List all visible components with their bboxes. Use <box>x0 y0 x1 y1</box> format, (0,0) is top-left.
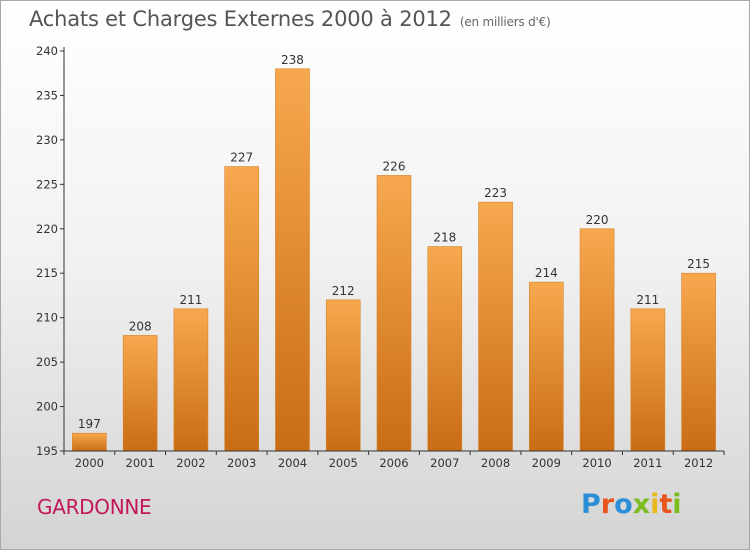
bar-2005 <box>325 299 361 452</box>
value-label-2012: 215 <box>687 257 710 271</box>
value-label-2007: 218 <box>433 231 456 245</box>
brand-letter: t <box>659 489 673 520</box>
brand-letter: i <box>650 489 660 520</box>
x-tick-label-2011: 2011 <box>633 456 662 470</box>
x-tick-label-2003: 2003 <box>227 456 256 470</box>
value-label-2008: 223 <box>484 186 507 200</box>
bar-2003 <box>224 166 259 452</box>
y-tick-label-240: 240 <box>36 44 58 58</box>
y-tick-label-205: 205 <box>36 355 58 369</box>
bar-2004 <box>275 68 310 452</box>
chart-title-text: Achats et Charges Externes 2000 à 2012 <box>29 7 452 31</box>
brand-letter: o <box>614 489 633 520</box>
place-name: GARDONNE <box>37 495 152 519</box>
bar-2007 <box>427 246 463 452</box>
bar-2000 <box>72 432 107 452</box>
value-label-2010: 220 <box>586 213 609 227</box>
x-tick-label-2012: 2012 <box>684 456 713 470</box>
bar-2011 <box>630 308 666 452</box>
y-tick-label-220: 220 <box>36 222 58 236</box>
chart-unit: (en milliers d'€) <box>459 15 551 29</box>
value-label-2005: 212 <box>332 284 355 298</box>
y-tick-label-215: 215 <box>36 266 58 280</box>
value-label-2002: 211 <box>179 293 202 307</box>
x-tick-label-2004: 2004 <box>278 456 307 470</box>
value-label-2009: 214 <box>535 266 558 280</box>
value-label-2004: 238 <box>281 53 304 67</box>
bar-2002 <box>173 308 209 452</box>
brand-letter: P <box>581 489 601 520</box>
bar-2009 <box>529 281 564 452</box>
x-tick-label-2010: 2010 <box>582 456 611 470</box>
x-tick-label-2008: 2008 <box>481 456 510 470</box>
value-label-2006: 226 <box>383 159 406 173</box>
y-tick-label-225: 225 <box>36 177 58 191</box>
value-label-2001: 208 <box>129 319 152 333</box>
value-label-2000: 197 <box>78 417 101 431</box>
bars-group <box>72 68 716 452</box>
bar-2008 <box>478 201 513 452</box>
x-tick-label-2002: 2002 <box>176 456 205 470</box>
brand-logo: Proxiti <box>581 489 682 520</box>
y-tick-label-230: 230 <box>36 133 58 147</box>
y-tick-label-200: 200 <box>36 400 58 414</box>
y-tick-label-235: 235 <box>36 88 58 102</box>
value-labels-group: 197 208 211 227 238 212 226 218 223 214 220 211 215 <box>78 53 710 431</box>
x-tick-label-2007: 2007 <box>430 456 459 470</box>
value-label-2003: 227 <box>230 151 253 165</box>
x-tick-label-2005: 2005 <box>329 456 358 470</box>
chart-title: Achats et Charges Externes 2000 à 2012 (e… <box>29 7 551 31</box>
x-tick-label-2001: 2001 <box>126 456 155 470</box>
axes-group: 2000 2001 2002 2003 2004 2005 2006 2007 2008 2009… <box>36 44 725 470</box>
x-tick-label-2000: 2000 <box>75 456 104 470</box>
x-tick-label-2006: 2006 <box>379 456 408 470</box>
bar-2012 <box>681 272 716 452</box>
bar-2001 <box>122 335 158 452</box>
x-tick-label-2009: 2009 <box>532 456 561 470</box>
bar-2006 <box>376 175 412 452</box>
bar-2010 <box>579 228 615 452</box>
y-tick-label-210: 210 <box>36 311 58 325</box>
value-label-2011: 211 <box>636 293 659 307</box>
y-tick-label-195: 195 <box>36 444 58 458</box>
brand-letter: x <box>632 489 651 520</box>
brand-letter: r <box>600 489 615 520</box>
brand-letter: i <box>672 489 682 520</box>
